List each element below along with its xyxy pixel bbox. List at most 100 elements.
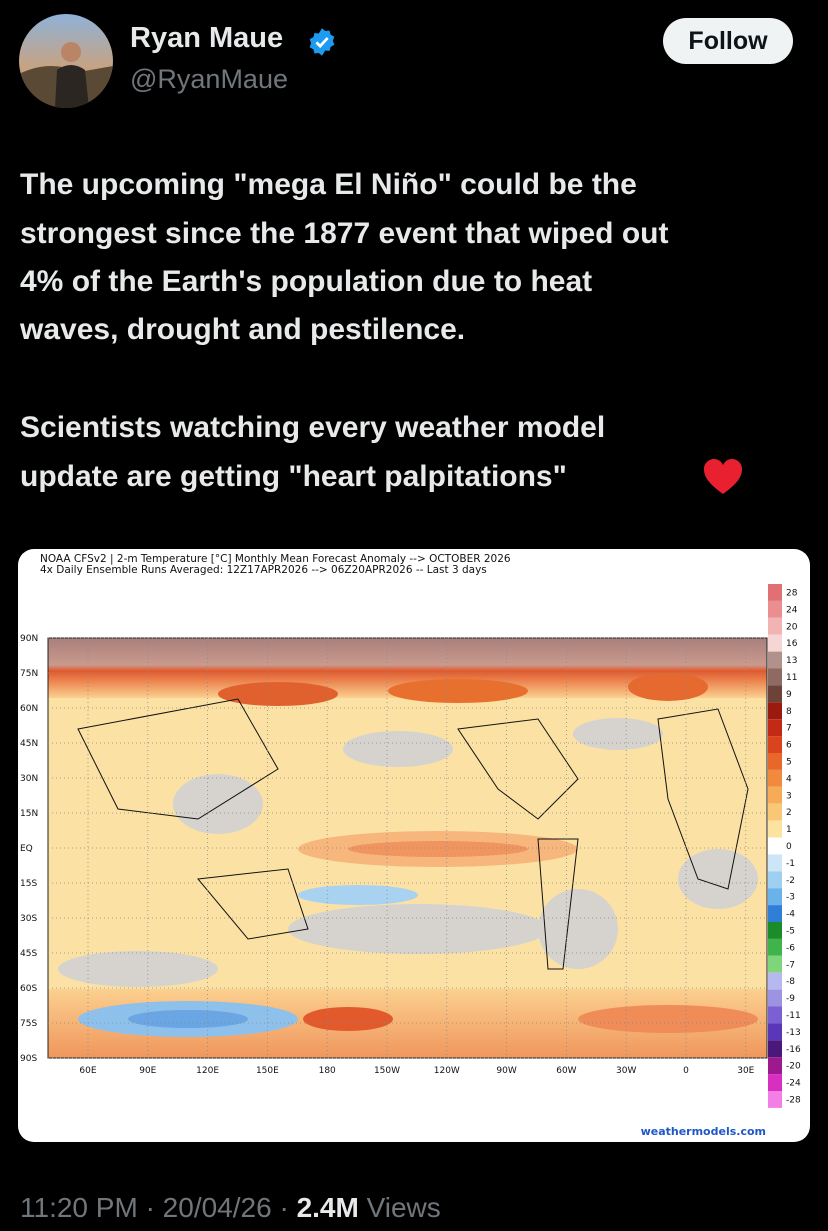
lon-label: 0 — [683, 1066, 689, 1076]
colorbar-label: -1 — [786, 859, 795, 869]
map-title: NOAA CFSv2 | 2-m Temperature [°C] Monthl… — [40, 553, 511, 565]
forecast-map: 28 24 20 16 13 11 9 8 7 6 5 4 3 2 1 0 -1 -2 -3 -4 -5 -6 -7 -8 -9… — [20, 553, 801, 1138]
colorbar-swatch — [768, 736, 782, 753]
colorbar-label: -8 — [786, 977, 795, 987]
colorbar-swatch — [768, 719, 782, 737]
views-label: Views — [366, 1192, 441, 1223]
verified-badge — [309, 28, 335, 56]
colorbar-swatch — [768, 651, 782, 669]
lon-label: 150E — [256, 1066, 279, 1076]
colorbar-swatch — [768, 702, 782, 720]
lat-label: 60S — [20, 984, 37, 994]
colorbar-swatch — [768, 769, 782, 787]
author-name[interactable]: Ryan Maue — [130, 22, 284, 54]
tweet-text-line: 4% of the Earth's population due to heat — [20, 265, 593, 298]
colorbar-swatch — [768, 905, 782, 922]
follow-button[interactable]: Follow — [663, 18, 793, 64]
lon-label: 60W — [556, 1066, 576, 1076]
colorbar-label: 3 — [786, 791, 792, 801]
colorbar-swatch — [768, 584, 782, 601]
lat-label: EQ — [20, 844, 33, 854]
author-handle[interactable]: @RyanMaue — [130, 64, 288, 94]
lon-label: 120E — [196, 1066, 219, 1076]
tweet-text-line: Scientists watching every weather model — [20, 411, 606, 444]
colorbar-label: 7 — [786, 724, 792, 734]
colorbar-swatch — [768, 1006, 782, 1024]
colorbar-label: 16 — [786, 639, 798, 649]
colorbar-swatch — [768, 685, 782, 703]
tweet-text-line: update are getting "heart palpitations" — [20, 460, 567, 493]
colorbar-label: -16 — [786, 1045, 801, 1055]
colorbar-swatch — [768, 989, 782, 1007]
colorbar-swatch — [768, 854, 782, 872]
lat-label: 45N — [20, 739, 38, 749]
colorbar-swatch — [768, 1057, 782, 1075]
colorbar-label: 2 — [786, 808, 792, 818]
colorbar-swatch — [768, 786, 782, 804]
colorbar-swatch — [768, 938, 782, 956]
heart-emoji — [704, 459, 742, 494]
colorbar-swatch — [768, 1023, 782, 1041]
colorbar-label: -2 — [786, 876, 795, 886]
colorbar-label: 4 — [786, 774, 792, 784]
colorbar-label: -3 — [786, 893, 795, 903]
avatar[interactable] — [19, 14, 113, 108]
separator: · — [279, 1192, 289, 1223]
colorbar-swatch — [768, 1091, 782, 1108]
colorbar-label: -7 — [786, 960, 795, 970]
colorbar-label: 5 — [786, 757, 792, 767]
colorbar-swatch — [768, 617, 782, 635]
lon-label: 90E — [139, 1066, 156, 1076]
lon-label: 30E — [737, 1066, 754, 1076]
date[interactable]: 20/04/26 — [162, 1192, 272, 1223]
colorbar-label: -13 — [786, 1028, 801, 1038]
colorbar-label: 24 — [786, 605, 798, 615]
colorbar-swatch — [768, 871, 782, 889]
colorbar-label: 20 — [786, 622, 798, 632]
tweet-text-line: waves, drought and pestilence. — [20, 313, 466, 346]
timestamp[interactable]: 11:20 PM — [20, 1192, 138, 1223]
colorbar-label: 9 — [786, 690, 792, 700]
colorbar-swatch — [768, 888, 782, 906]
lat-label: 15N — [20, 809, 38, 819]
colorbar-swatch — [768, 972, 782, 990]
colorbar-label: 13 — [786, 656, 797, 666]
colorbar-label: 28 — [786, 588, 798, 598]
colorbar-swatch — [768, 1074, 782, 1091]
colorbar-swatch — [768, 668, 782, 686]
colorbar-label: -6 — [786, 943, 795, 953]
lon-label: 60E — [79, 1066, 96, 1076]
colorbar-label: -20 — [786, 1062, 801, 1072]
lon-label: 90W — [496, 1066, 516, 1076]
separator: · — [145, 1192, 155, 1223]
tweet-meta: 11:20 PM · 20/04/26 · 2.4M Views — [20, 1192, 441, 1224]
colorbar-swatch — [768, 820, 782, 838]
views-count: 2.4M — [296, 1192, 359, 1223]
lon-label: 150W — [374, 1066, 400, 1076]
colorbar-swatch — [768, 837, 782, 855]
tweet-text-line: The upcoming "mega El Niño" could be the — [20, 168, 637, 201]
tweet-text-line: strongest since the 1877 event that wipe… — [20, 217, 669, 250]
colorbar-swatch — [768, 600, 782, 618]
lat-label: 30N — [20, 774, 38, 784]
map-title: 4x Daily Ensemble Runs Averaged: 12Z17AP… — [40, 564, 487, 576]
colorbar-swatch — [768, 634, 782, 652]
colorbar-swatch — [768, 803, 782, 821]
colorbar-label: -4 — [786, 910, 795, 920]
lat-label: 15S — [20, 879, 37, 889]
lat-label: 90S — [20, 1054, 37, 1064]
watermark: weathermodels.com — [641, 1125, 766, 1138]
colorbar-label: -9 — [786, 994, 795, 1004]
lon-label: 120W — [434, 1066, 460, 1076]
colorbar-label: 6 — [786, 741, 792, 751]
media-image[interactable]: 28 24 20 16 13 11 9 8 7 6 5 4 3 2 1 0 -1 -2 -3 -4 -5 -6 -7 -8 -9… — [18, 549, 810, 1142]
colorbar-swatch — [768, 955, 782, 973]
colorbar-label: 1 — [786, 825, 792, 835]
lat-label: 75N — [20, 669, 38, 679]
colorbar-label: 11 — [786, 673, 797, 683]
colorbar-swatch — [768, 1040, 782, 1058]
colorbar-label: -5 — [786, 926, 795, 936]
colorbar-swatch — [768, 922, 782, 939]
